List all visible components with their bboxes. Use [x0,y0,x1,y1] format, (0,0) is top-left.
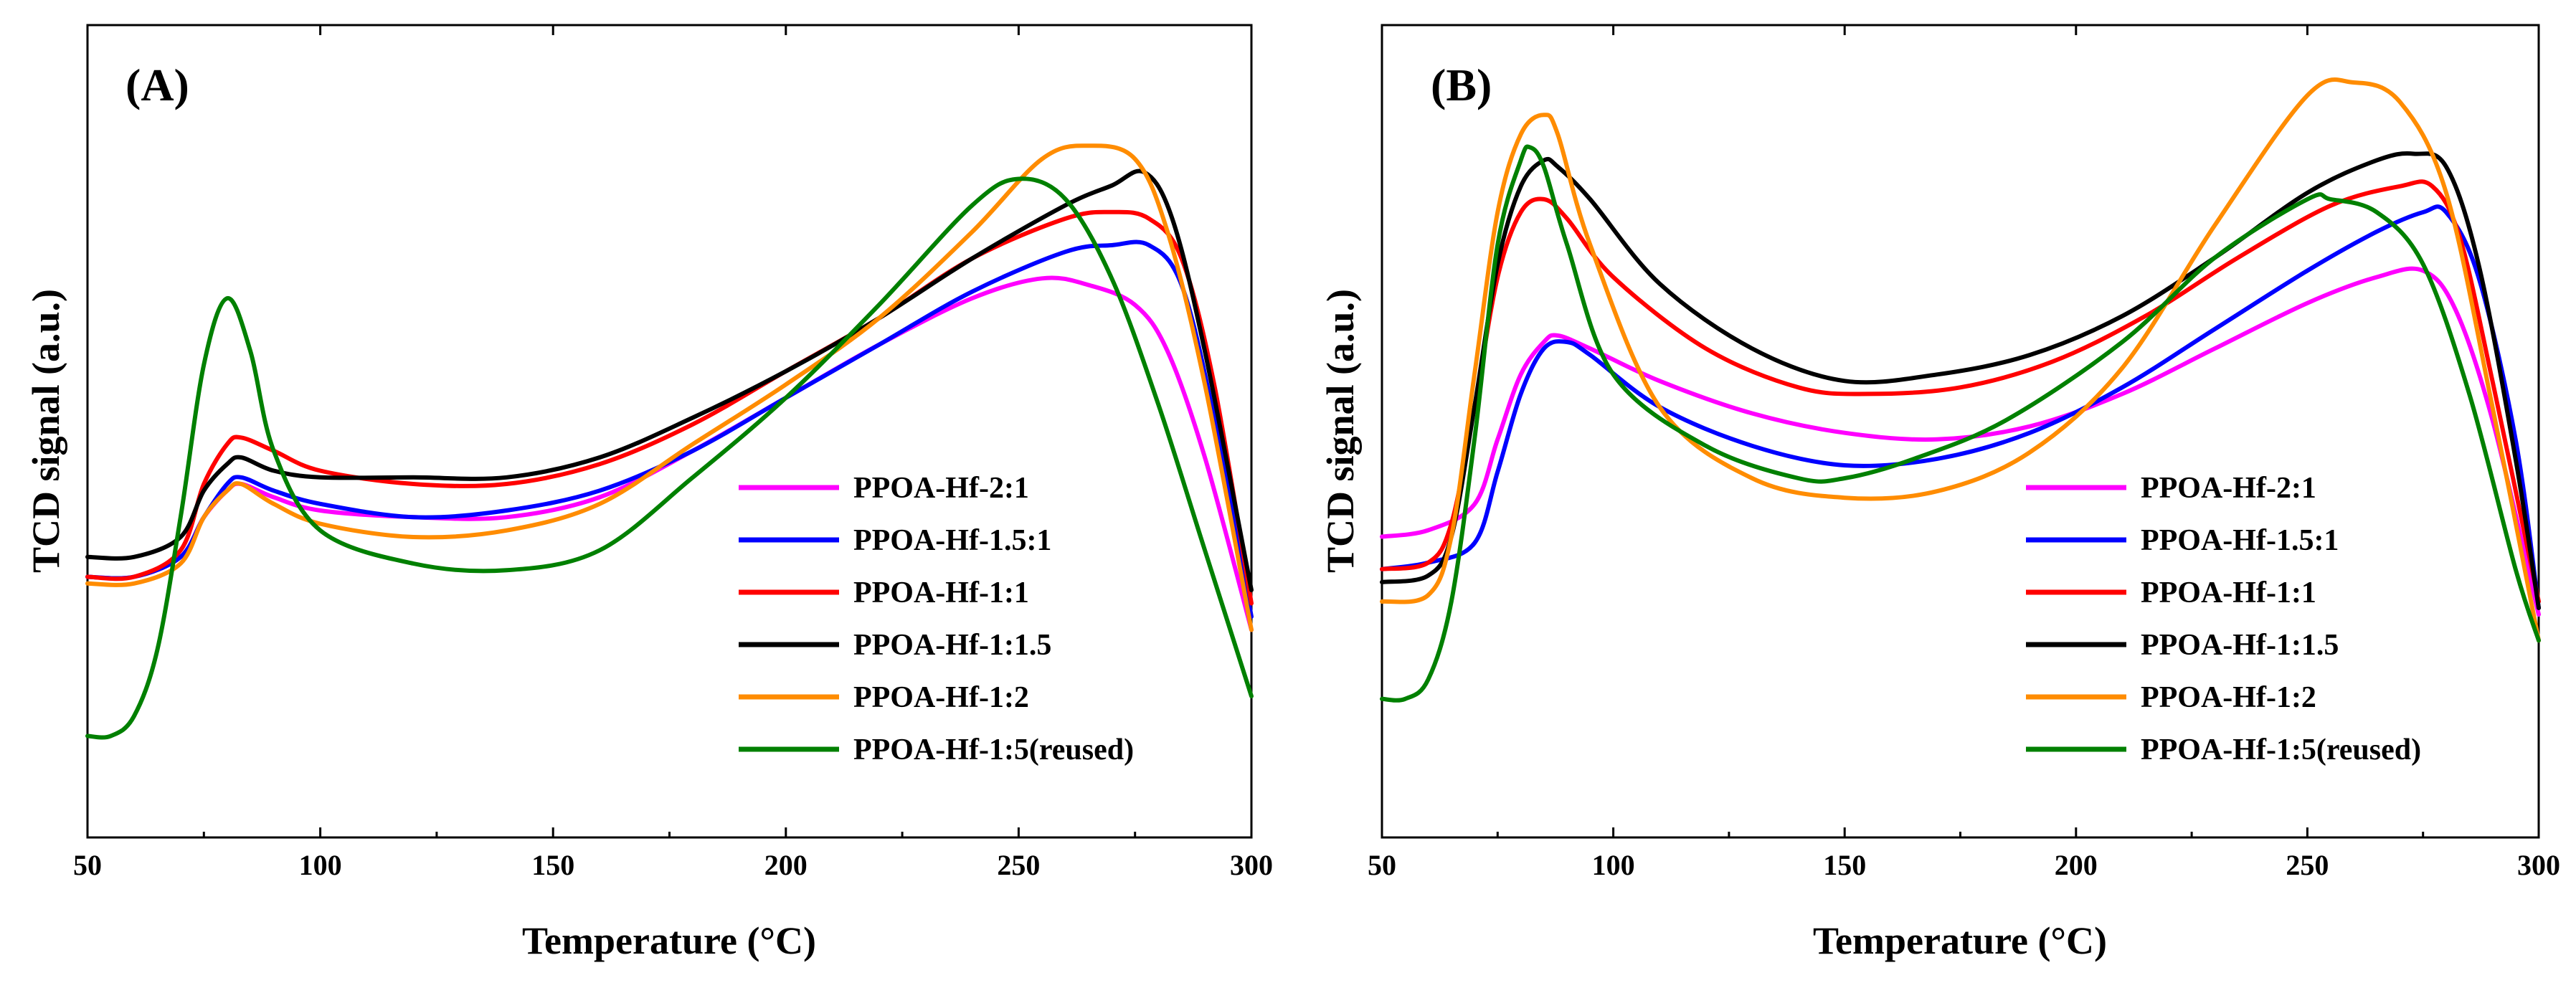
x-tick-label: 150 [531,849,574,881]
series-line-ppoa-hf-1-2 [85,143,1254,632]
panel-label-a: (A) [126,60,189,110]
legend-label: PPOA-Hf-1:5(reused) [853,733,1134,766]
legend-label: PPOA-Hf-1:2 [853,681,1029,714]
legend-label: PPOA-Hf-1.5:1 [853,524,1051,557]
x-tick-label: 200 [2055,849,2098,881]
series-line-ppoa-hf-1-1-5 [85,168,1254,592]
series-line-ppoa-hf-1-5-1 [85,239,1254,619]
series-line-ppoa-hf-1-1 [85,209,1254,606]
series-line-ppoa-hf-1-2 [1380,77,2541,643]
legend-b: PPOA-Hf-2:1 PPOA-Hf-1.5:1 PPOA-Hf-1:1 PPOA-… [2026,472,2421,766]
x-tick-label: 50 [1368,849,1396,881]
series-line-ppoa-hf-1-5-reused- [85,176,1254,740]
legend-label: PPOA-Hf-1:2 [2141,681,2316,714]
legend-a: PPOA-Hf-2:1 PPOA-Hf-1.5:1 PPOA-Hf-1:1 PPOA-… [739,472,1134,766]
x-tick-label: 50 [73,849,102,881]
legend-label: PPOA-Hf-1:1 [853,576,1029,609]
x-tick-label: 300 [1230,849,1273,881]
plot-frame-b [1381,24,2540,839]
legend-label: PPOA-Hf-1:5(reused) [2141,733,2421,766]
y-axis-title-b: TCD signal (a.u.) [1319,289,1362,573]
legend-label: PPOA-Hf-2:1 [2141,472,2316,505]
x-ticks-a: 50 100 150 200 250 300 [73,25,1273,881]
legend-label: PPOA-Hf-1:1.5 [853,629,1051,662]
x-tick-label: 150 [1823,849,1866,881]
panel-label-b: (B) [1431,60,1492,110]
x-tick-label: 300 [2517,849,2560,881]
series-line-ppoa-hf-1-5-reused- [1380,144,2541,703]
y-axis-title-a: TCD signal (a.u.) [24,289,67,573]
series-line-ppoa-hf-1-5-1 [1380,204,2541,610]
x-tick-label: 100 [1592,849,1635,881]
legend-label: PPOA-Hf-1:1 [2141,576,2316,609]
panel-b: (B) TCD signal (a.u.) Temperature (°C) 5… [1319,24,2560,962]
x-tick-label: 100 [299,849,342,881]
x-tick-label: 250 [997,849,1040,881]
legend-label: PPOA-Hf-2:1 [853,472,1029,505]
series-line-ppoa-hf-1-1 [1380,179,2541,604]
series-line-ppoa-hf-1-1-5 [1380,151,2541,610]
panel-a: (A) TCD signal (a.u.) Temperature (°C) 5… [24,24,1273,962]
legend-label: PPOA-Hf-1.5:1 [2141,524,2339,557]
x-ticks-b: 50 100 150 200 250 300 [1368,25,2560,881]
x-axis-title-a: Temperature (°C) [522,919,816,962]
series-group-b [1380,77,2541,703]
x-tick-label: 250 [2286,849,2329,881]
series-line-ppoa-hf-2-1 [85,275,1254,632]
series-group-a [85,143,1254,740]
x-axis-title-b: Temperature (°C) [1813,919,2107,962]
x-tick-label: 200 [764,849,808,881]
legend-label: PPOA-Hf-1:1.5 [2141,629,2339,662]
